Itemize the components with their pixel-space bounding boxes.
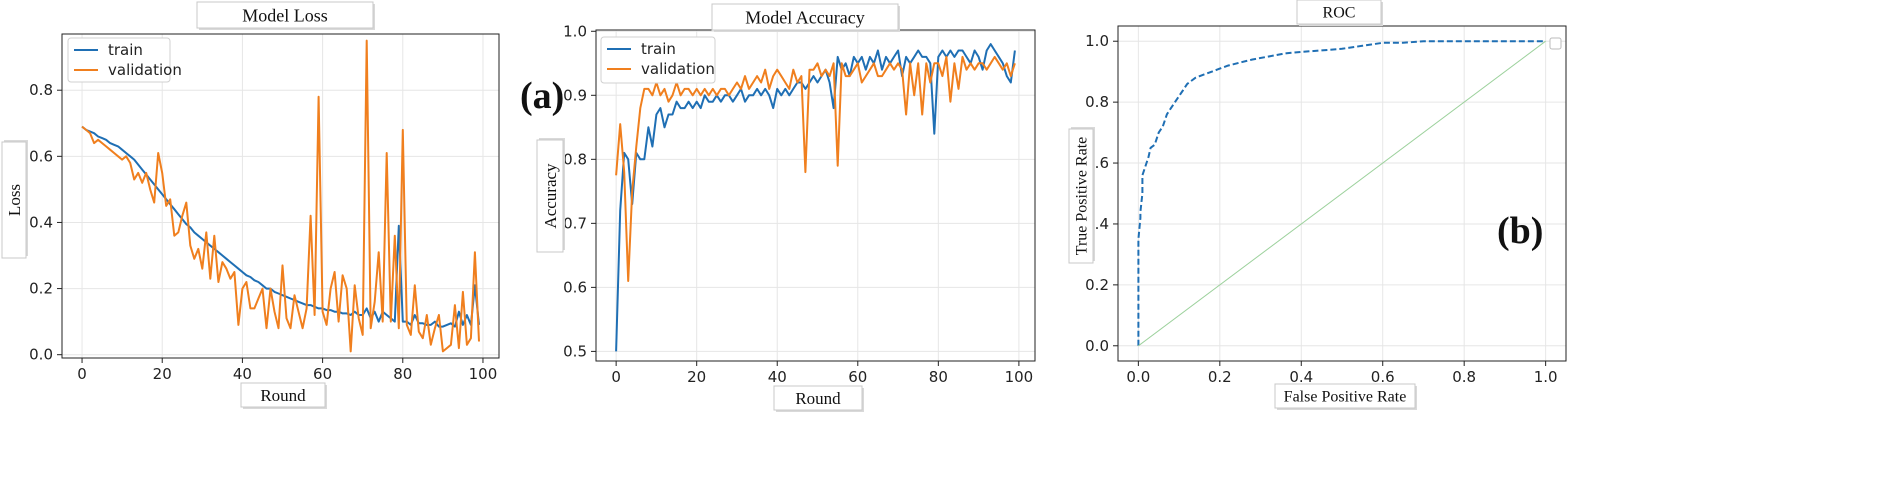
legend: train validation — [67, 37, 182, 83]
y-tick-label: 0.7 — [563, 214, 587, 232]
y-tick-label: 0.2 — [1085, 276, 1109, 294]
series-line-train — [615, 43, 1016, 352]
chart-title-box — [711, 3, 899, 31]
x-tick-label: 0 — [77, 365, 87, 383]
x-tick-label: 60 — [313, 365, 332, 383]
series-line-validation — [81, 39, 480, 353]
legend-label-train: train — [108, 41, 143, 59]
x-tick-label: 20 — [153, 365, 172, 383]
legend-box — [1549, 37, 1562, 50]
chart-3: 0.0 0.2 0.4 0.6 0.8 1.00.00.20.40.60.81.0ROCF… — [1068, 0, 1567, 410]
x-axis-label: Round — [260, 386, 306, 405]
y-axis-label-group: True Positive Rate — [1068, 127, 1095, 264]
chart-title-box — [196, 1, 374, 29]
y-axis-label-group: Loss — [1, 140, 28, 259]
x-axis-label: False Positive Rate — [1284, 389, 1407, 406]
series-line-roc — [1137, 40, 1546, 346]
y-tick-label: 1.0 — [1085, 32, 1109, 50]
y-tick-label: 0.6 — [29, 147, 53, 165]
x-tick-label: 0.4 — [1289, 368, 1313, 386]
y-axis-label: Loss — [5, 184, 24, 216]
y-tick-label: 0.5 — [563, 342, 587, 360]
x-axis-label-group: False Positive Rate — [1274, 383, 1417, 410]
x-axis-label: Round — [795, 389, 841, 408]
x-tick-label: 80 — [393, 365, 412, 383]
series-line-validation — [615, 55, 1016, 282]
legend-label-validation: validation — [641, 60, 715, 78]
y-tick-label: 0.6 — [563, 278, 587, 296]
chart-title-group: Model Accuracy — [711, 3, 900, 32]
legend-label-train: train — [641, 40, 676, 58]
x-axis-label-box — [1274, 383, 1416, 409]
x-tick-label: 0 — [611, 368, 621, 386]
chart-title-group: ROC — [1296, 0, 1383, 26]
panel-label-a: (a) — [520, 75, 564, 117]
y-tick-label: 0.2 — [29, 280, 53, 298]
series-line-diagonal — [1138, 40, 1546, 347]
chart-title: Model Accuracy — [745, 7, 864, 27]
x-tick-label: 20 — [687, 368, 706, 386]
legend-label-validation: validation — [108, 61, 182, 79]
x-tick-label: 60 — [848, 368, 867, 386]
y-tick-label: 0.8 — [29, 81, 53, 99]
y-axis-label-group: Accuracy — [536, 138, 565, 253]
x-tick-label: 0.8 — [1452, 368, 1476, 386]
x-axis-label-group: Round — [240, 382, 327, 409]
x-tick-label: 100 — [1005, 368, 1034, 386]
x-tick-label: 0.2 — [1208, 368, 1232, 386]
y-tick-label: 0.9 — [563, 86, 587, 104]
chart-title-group: Model Loss — [196, 1, 375, 30]
y-tick-label: 1.0 — [563, 22, 587, 40]
y-tick-label: 0.4 — [29, 213, 53, 231]
y-axis-label: True Positive Rate — [1074, 137, 1091, 256]
y-axis-label-box — [1068, 128, 1094, 264]
chart-1: 0 20 40 60 80 100 0.0 0.2 0.4 0.6 0.8 train validati… — [1, 1, 500, 409]
y-tick-label: 0.8 — [1085, 93, 1109, 111]
y-axis-label-box — [1, 141, 27, 259]
chart-title-box — [1296, 0, 1382, 25]
x-tick-label: 40 — [233, 365, 252, 383]
panel-label-b: (b) — [1497, 210, 1543, 252]
y-tick-label: 0.8 — [563, 150, 587, 168]
x-tick-label: 1.0 — [1534, 368, 1558, 386]
legend: train validation — [600, 36, 716, 84]
plot-frame — [61, 33, 500, 359]
x-tick-label: 40 — [768, 368, 787, 386]
x-axis-label-group: Round — [773, 385, 864, 412]
y-tick-label: 0.0 — [1085, 337, 1109, 355]
x-tick-label: 0.0 — [1126, 368, 1150, 386]
x-axis-label-box — [773, 385, 863, 411]
x-tick-label: 100 — [469, 365, 498, 383]
chart-title: Model Loss — [242, 5, 328, 25]
x-axis-label-box — [240, 382, 326, 408]
chart-title: ROC — [1323, 5, 1356, 22]
x-tick-label: 0.6 — [1371, 368, 1395, 386]
chart-2: 0 20 40 60 80 100 0.5 0.6 0.7 0.8 0.9 1.0 train valid… — [536, 3, 1036, 412]
y-axis-label-box — [536, 139, 564, 253]
x-tick-label: 80 — [929, 368, 948, 386]
y-axis-label: Accuracy — [541, 163, 560, 229]
y-tick-label: 0.0 — [29, 346, 53, 364]
